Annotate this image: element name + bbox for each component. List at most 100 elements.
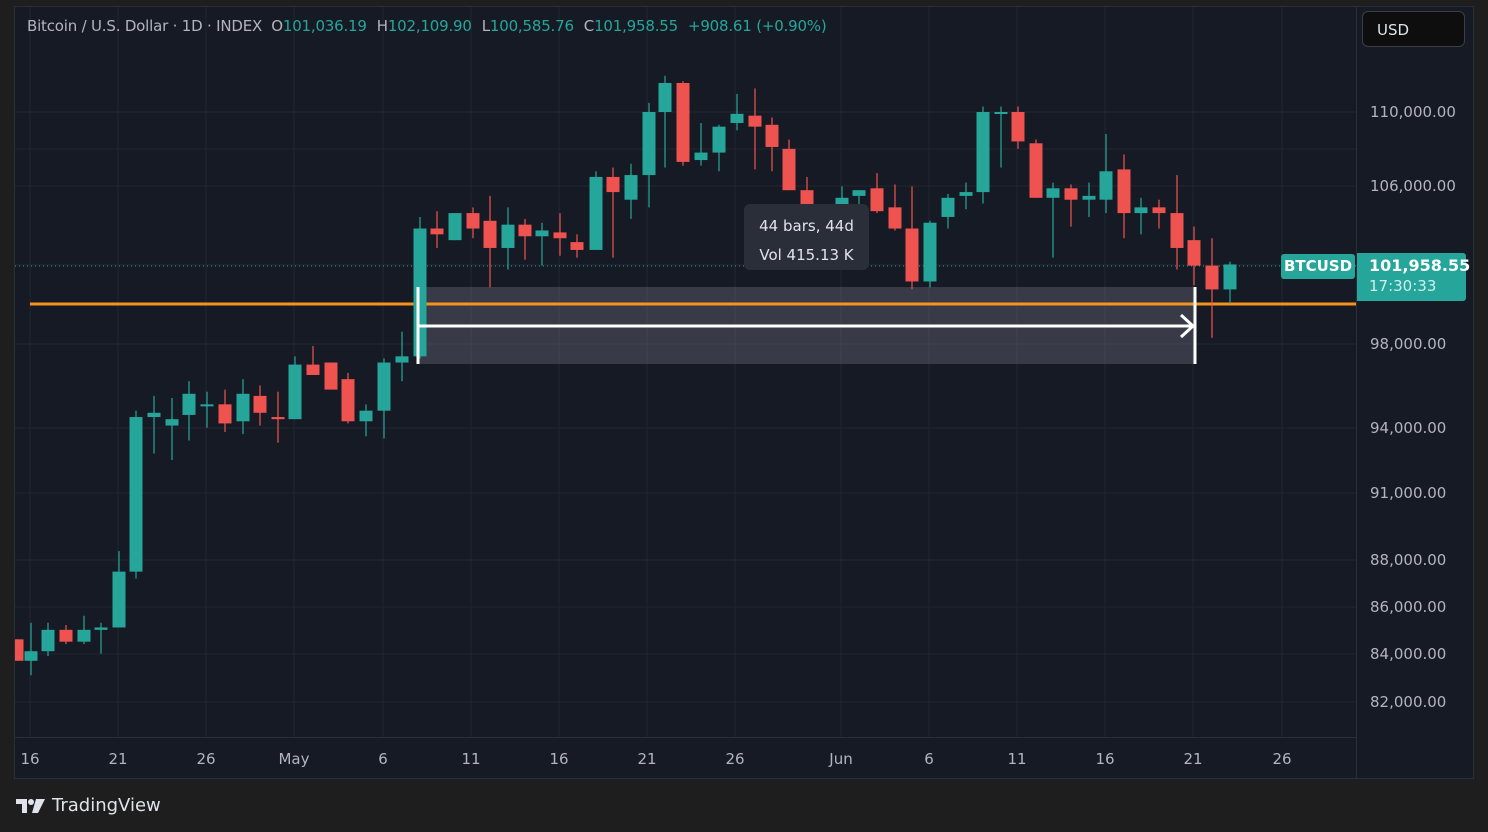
candle: [712, 126, 726, 153]
candle: [77, 629, 91, 642]
candle: [1029, 143, 1043, 198]
currency-button[interactable]: USD: [1362, 11, 1465, 47]
legend-open: 101,036.19: [282, 17, 367, 35]
candle: [147, 412, 161, 418]
candle: [1187, 240, 1201, 266]
candle: [218, 404, 232, 424]
last-price-value: 101,958.55: [1369, 256, 1471, 275]
bar-countdown: 17:30:33: [1369, 277, 1437, 295]
candle: [448, 213, 462, 241]
candle: [888, 207, 902, 229]
price-tick-label: 110,000.00: [1370, 103, 1456, 121]
candle: [15, 639, 24, 661]
candle: [253, 395, 267, 413]
candle: [852, 190, 866, 196]
date-tick-label: 16: [549, 750, 569, 768]
measure-arrow[interactable]: [416, 287, 1197, 364]
price-tick-label: 82,000.00: [1370, 693, 1447, 711]
candle: [413, 228, 427, 357]
date-tick-label: 21: [637, 750, 657, 768]
candle: [1064, 188, 1078, 200]
candle: [1205, 265, 1219, 290]
price-tick-label: 84,000.00: [1370, 645, 1447, 663]
date-tick-label: 16: [20, 750, 40, 768]
candle: [1223, 264, 1237, 290]
date-tick-label: 6: [378, 750, 388, 768]
legend-high: 102,109.90: [387, 17, 472, 35]
price-tick-label: 94,000.00: [1370, 419, 1447, 437]
candle: [377, 362, 391, 411]
legend-title: Bitcoin / U.S. Dollar · 1D · INDEX: [27, 17, 263, 35]
candle: [59, 629, 73, 642]
candle: [923, 222, 937, 282]
candle: [94, 627, 108, 630]
candle: [941, 197, 955, 217]
candle: [1099, 171, 1113, 200]
candle: [624, 175, 638, 200]
candle: [112, 571, 126, 628]
candle: [1011, 112, 1025, 142]
candle: [518, 224, 532, 237]
last-price-badge: 101,958.55 17:30:33: [1357, 253, 1471, 301]
symbol-legend: Bitcoin / U.S. Dollar · 1D · INDEX O101,…: [27, 17, 827, 35]
candlestick-plot[interactable]: [15, 7, 1356, 737]
date-tick-label: 11: [461, 750, 481, 768]
tradingview-logo[interactable]: TradingView: [16, 795, 161, 816]
price-axis[interactable]: [1356, 7, 1474, 778]
date-tick-label: 11: [1007, 750, 1027, 768]
candle: [642, 112, 656, 176]
candle: [24, 651, 38, 661]
candle: [1152, 207, 1166, 214]
candle: [359, 410, 373, 422]
price-tick-label: 86,000.00: [1370, 598, 1447, 616]
price-tick-label: 106,000.00: [1370, 177, 1456, 195]
candle: [676, 82, 690, 162]
legend-low: 100,585.76: [489, 17, 574, 35]
candle: [606, 176, 620, 193]
legend-close: 101,958.55: [594, 17, 678, 35]
candle: [271, 417, 285, 420]
candle: [589, 176, 603, 250]
candle: [1046, 188, 1060, 198]
candle: [236, 393, 250, 422]
candle: [553, 232, 567, 239]
candle: [570, 242, 584, 250]
candle: [41, 629, 55, 652]
candle: [658, 82, 672, 112]
candle: [395, 356, 409, 363]
candle: [905, 228, 919, 282]
candle: [959, 192, 973, 196]
date-tick-label: 26: [1272, 750, 1292, 768]
candle: [1082, 195, 1096, 200]
candle: [1170, 213, 1184, 248]
candle: [306, 364, 320, 375]
candle: [501, 224, 515, 248]
date-tick-label: 16: [1095, 750, 1115, 768]
candle: [200, 404, 214, 407]
candle: [324, 362, 338, 390]
symbol-badge: BTCUSD: [1281, 254, 1355, 279]
date-tick-label: 21: [108, 750, 128, 768]
candle: [466, 213, 480, 229]
measure-volume-label: Vol 415.13 K: [759, 246, 854, 264]
price-tick-label: 88,000.00: [1370, 551, 1447, 569]
date-tick-label: 21: [1183, 750, 1203, 768]
candle: [870, 188, 884, 212]
legend-change: +908.61 (+0.90%): [687, 17, 827, 35]
candle: [1117, 169, 1131, 214]
candle: [182, 393, 196, 415]
date-tick-label: 26: [725, 750, 745, 768]
brand-name: TradingView: [52, 795, 161, 816]
measure-bars-label: 44 bars, 44d: [759, 217, 854, 235]
date-tick-label: 6: [924, 750, 934, 768]
candle: [129, 417, 143, 572]
measure-tooltip: 44 bars, 44d Vol 415.13 K: [744, 204, 869, 270]
time-axis[interactable]: [15, 737, 1356, 779]
candle: [483, 220, 497, 248]
candle: [730, 113, 744, 123]
candle: [694, 152, 708, 161]
price-tick-label: 91,000.00: [1370, 484, 1447, 502]
candles: [15, 75, 1237, 676]
date-tick-label: 26: [196, 750, 216, 768]
candle: [782, 148, 796, 191]
